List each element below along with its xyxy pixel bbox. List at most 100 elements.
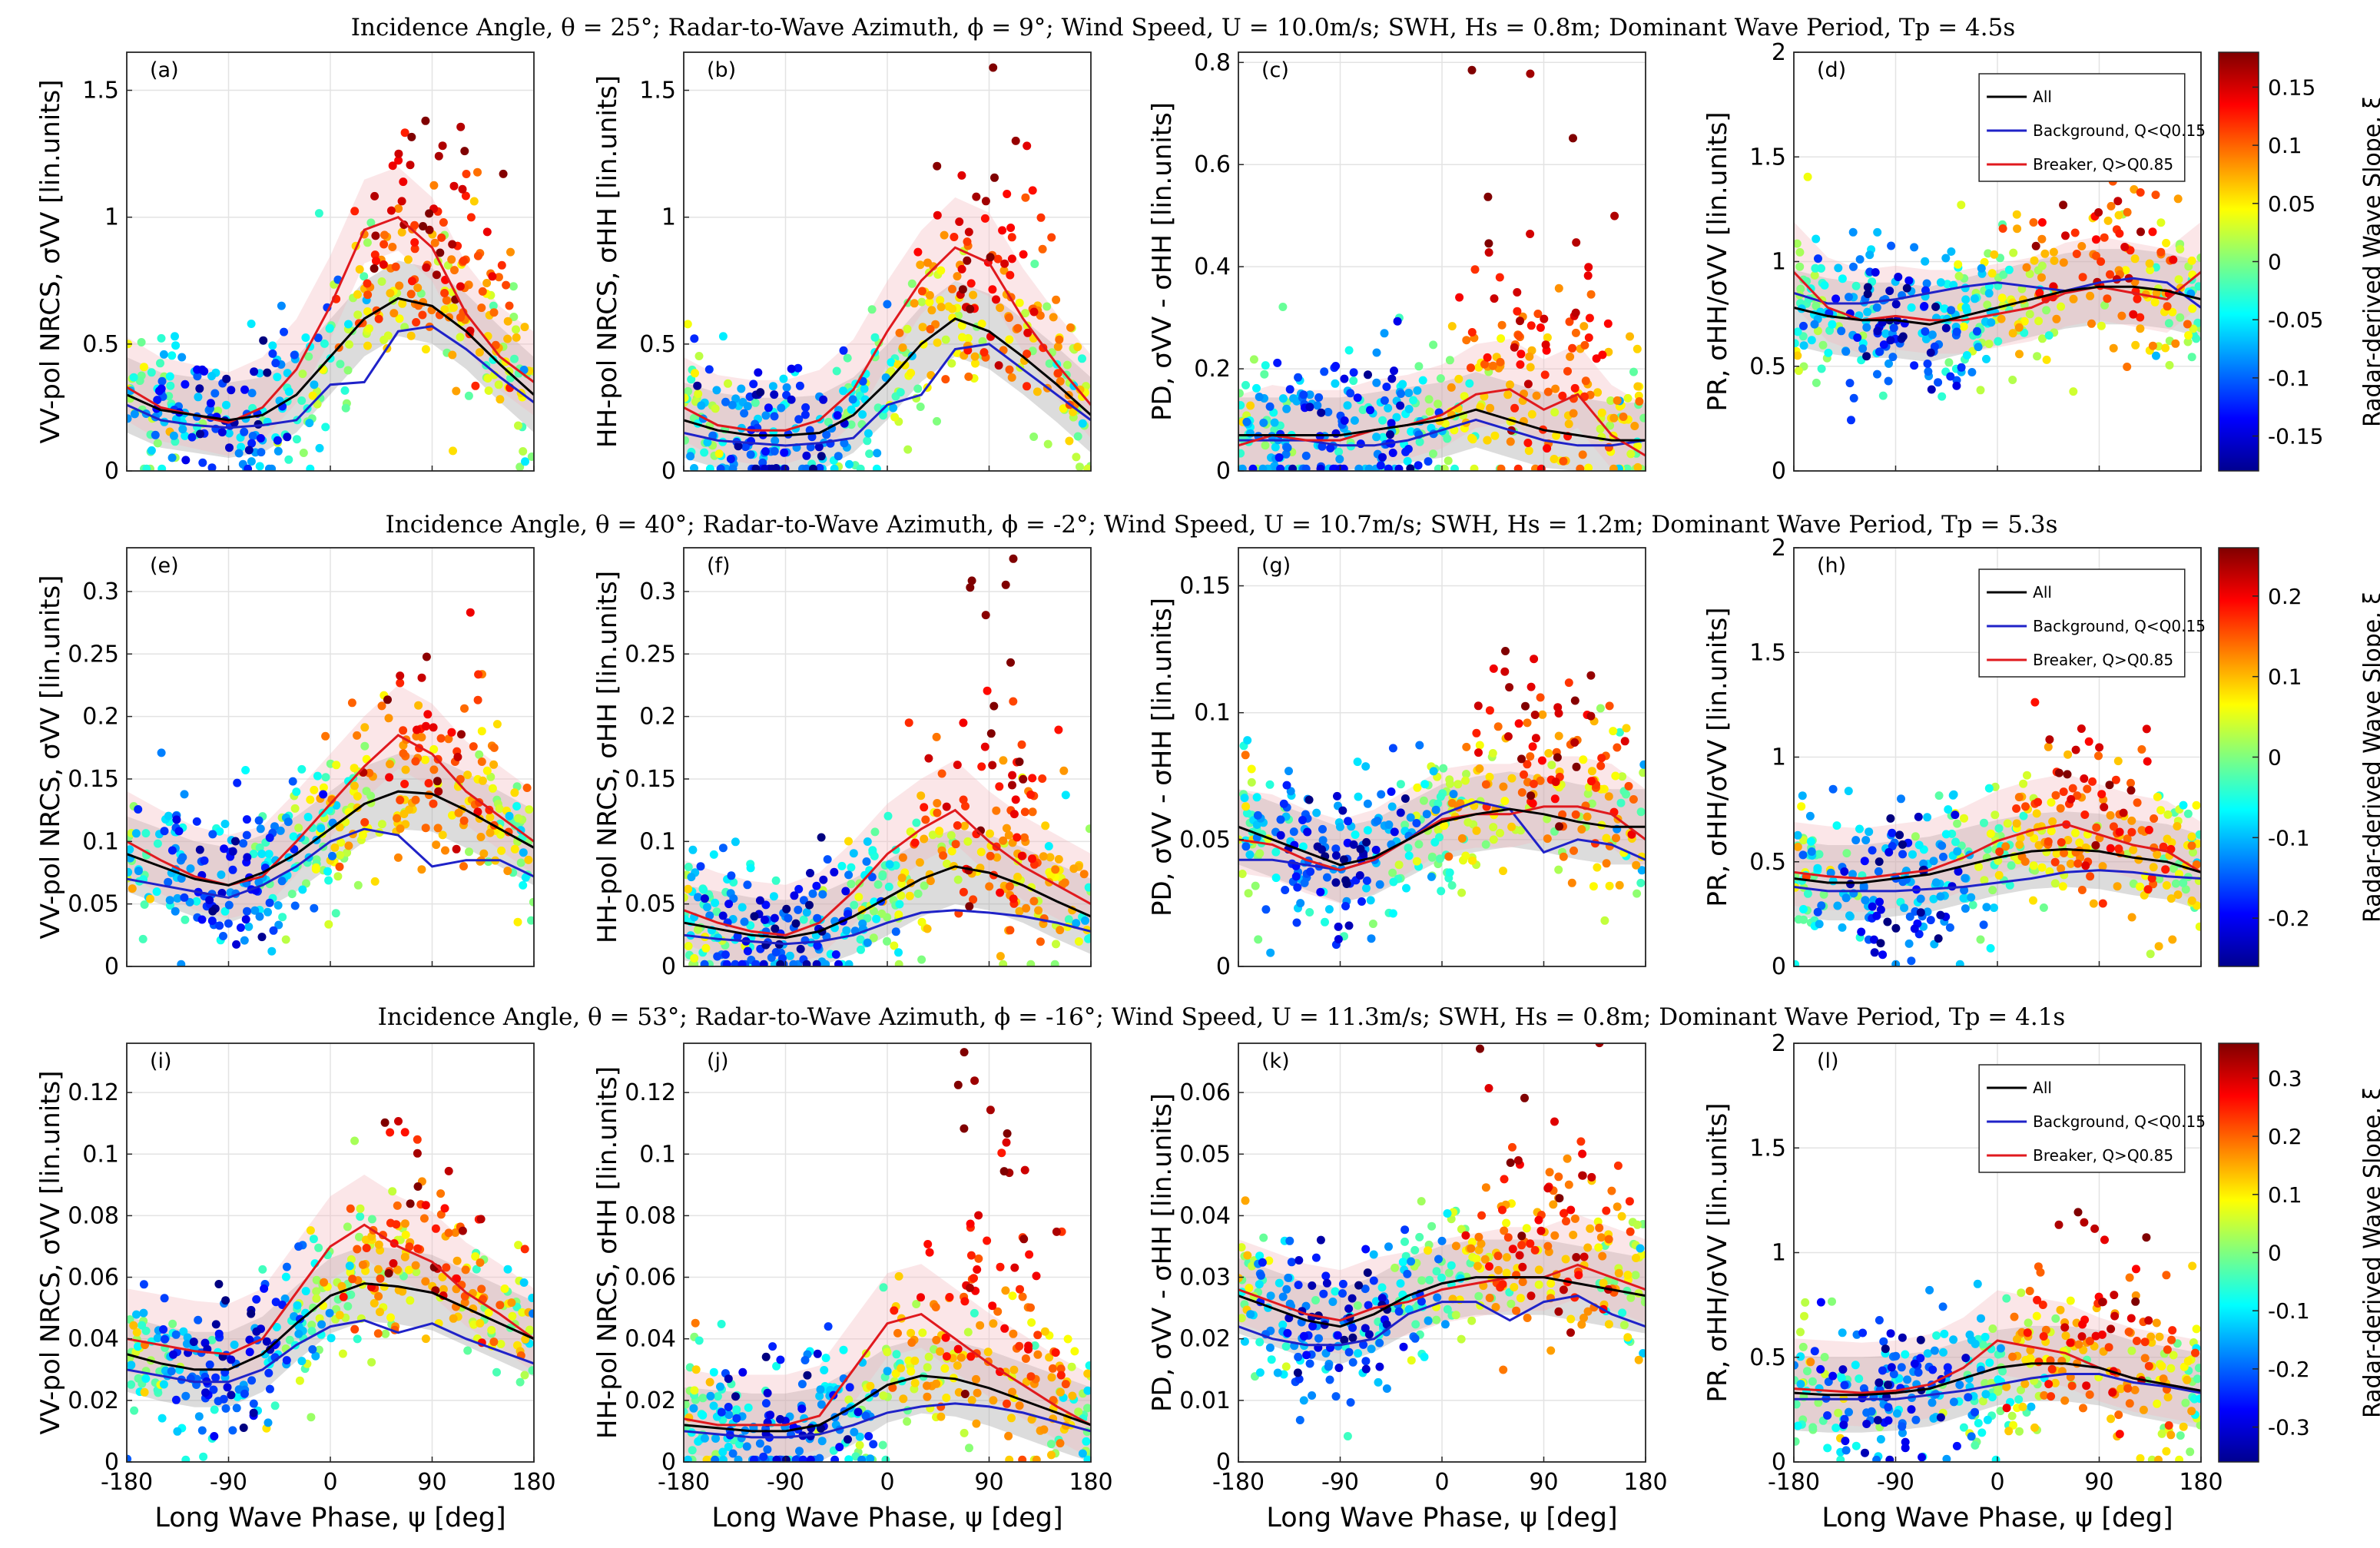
scatter-point bbox=[761, 447, 770, 456]
scatter-point bbox=[960, 1125, 968, 1133]
scatter-point bbox=[1021, 1166, 1029, 1175]
scatter-point bbox=[976, 1321, 984, 1330]
scatter-point bbox=[336, 851, 344, 860]
scatter-point bbox=[1630, 422, 1639, 430]
scatter-point bbox=[343, 1222, 352, 1231]
scatter-point bbox=[217, 870, 225, 879]
scatter-point bbox=[1361, 1245, 1370, 1254]
scatter-point bbox=[350, 1137, 359, 1145]
scatter-point bbox=[1873, 370, 1881, 379]
scatter-point bbox=[1930, 857, 1938, 865]
scatter-point bbox=[1834, 264, 1842, 272]
scatter-point bbox=[1314, 393, 1323, 402]
scatter-point bbox=[1546, 1168, 1554, 1176]
scatter-point bbox=[701, 894, 709, 903]
scatter-point bbox=[830, 1456, 839, 1464]
scatter-point bbox=[1256, 1368, 1265, 1377]
scatter-point bbox=[1593, 863, 1601, 872]
scatter-point bbox=[1241, 381, 1250, 389]
scatter-point bbox=[1910, 361, 1918, 370]
scatter-point bbox=[402, 1231, 410, 1239]
scatter-point bbox=[1500, 797, 1509, 805]
scatter-point bbox=[1833, 902, 1841, 910]
scatter-point bbox=[706, 1378, 714, 1387]
scatter-point bbox=[356, 1212, 364, 1221]
scatter-point bbox=[1462, 743, 1470, 751]
scatter-point bbox=[2080, 810, 2089, 819]
scatter-point bbox=[1333, 792, 1341, 801]
scatter-point bbox=[413, 283, 422, 292]
scatter-point bbox=[1430, 838, 1439, 847]
scatter-point bbox=[1052, 940, 1060, 948]
scatter-point bbox=[1354, 1301, 1362, 1310]
scatter-point bbox=[960, 888, 968, 897]
scatter-point bbox=[374, 1329, 383, 1338]
scatter-point bbox=[881, 1456, 890, 1464]
scatter-point bbox=[1417, 1197, 1426, 1205]
scatter-point bbox=[404, 255, 413, 264]
scatter-point bbox=[2179, 801, 2188, 810]
scatter-point bbox=[1482, 1183, 1490, 1192]
scatter-point bbox=[2030, 698, 2039, 707]
scatter-point bbox=[1482, 781, 1490, 789]
scatter-point bbox=[1961, 295, 1970, 303]
scatter-point bbox=[1286, 385, 1294, 393]
scatter-point bbox=[348, 1275, 356, 1283]
scatter-point bbox=[1606, 701, 1614, 710]
scatter-point bbox=[1838, 274, 1847, 283]
scatter-point bbox=[1473, 827, 1481, 835]
scatter-point bbox=[885, 883, 893, 891]
scatter-point bbox=[857, 946, 865, 954]
scatter-point bbox=[1586, 671, 1595, 680]
scatter-point bbox=[1613, 744, 1621, 752]
scatter-point bbox=[1952, 382, 1961, 390]
scatter-point bbox=[772, 1456, 781, 1464]
scatter-point bbox=[925, 1353, 933, 1361]
scatter-point bbox=[1508, 774, 1517, 783]
scatter-point bbox=[1555, 822, 1563, 830]
scatter-point bbox=[1344, 401, 1352, 409]
scatter-point bbox=[154, 1334, 162, 1342]
scatter-point bbox=[1527, 683, 1536, 691]
scatter-point bbox=[221, 1296, 230, 1304]
scatter-point bbox=[188, 433, 197, 442]
scatter-point bbox=[958, 333, 966, 342]
scatter-point bbox=[141, 829, 150, 837]
scatter-point bbox=[769, 382, 777, 390]
scatter-point bbox=[1271, 419, 1279, 427]
scatter-point bbox=[2149, 227, 2157, 236]
scatter-point bbox=[1364, 826, 1372, 834]
y-axis-label: HH-pol NRCS, σHH [lin.units] bbox=[592, 571, 623, 943]
scatter-point bbox=[1376, 880, 1384, 889]
scatter-point bbox=[1349, 1358, 1357, 1367]
scatter-point bbox=[1629, 795, 1638, 804]
scatter-point bbox=[166, 896, 174, 904]
scatter-point bbox=[514, 422, 522, 430]
scatter-point bbox=[1526, 1239, 1534, 1248]
scatter-point bbox=[268, 341, 277, 350]
scatter-point bbox=[873, 449, 881, 457]
scatter-point bbox=[923, 1363, 932, 1371]
scatter-point bbox=[521, 1245, 529, 1253]
scatter-point bbox=[447, 255, 456, 264]
scatter-point bbox=[1969, 901, 1977, 910]
scatter-point bbox=[777, 404, 785, 413]
scatter-point bbox=[1853, 333, 1861, 342]
scatter-point bbox=[953, 272, 962, 280]
scatter-point bbox=[399, 726, 407, 734]
scatter-point bbox=[1795, 248, 1804, 257]
scatter-point bbox=[1387, 787, 1396, 796]
scatter-point bbox=[528, 1294, 536, 1302]
scatter-point bbox=[1372, 433, 1381, 441]
scatter-point bbox=[477, 833, 486, 841]
scatter-point bbox=[1039, 1425, 1048, 1434]
scatter-point bbox=[729, 465, 738, 473]
scatter-point bbox=[157, 385, 166, 393]
scatter-point bbox=[320, 1278, 328, 1287]
scatter-point bbox=[756, 388, 764, 396]
scatter-point bbox=[906, 892, 914, 900]
scatter-point bbox=[1897, 794, 1905, 803]
scatter-point bbox=[1419, 376, 1427, 385]
scatter-point bbox=[1404, 844, 1413, 852]
scatter-point bbox=[1861, 836, 1870, 844]
